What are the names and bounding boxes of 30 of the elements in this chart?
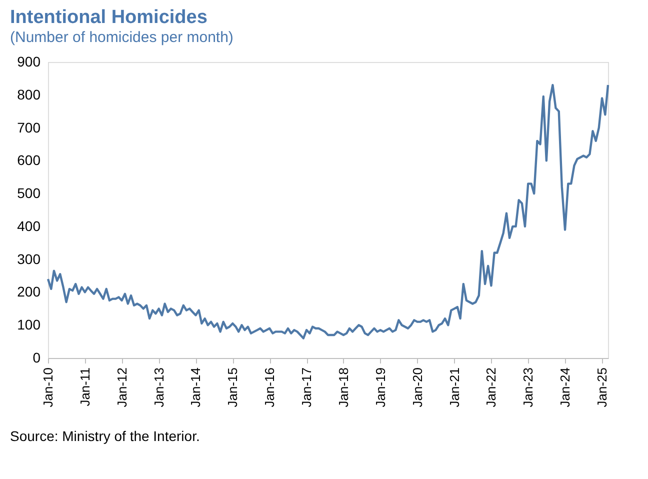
source-note: Source: Ministry of the Interior. (10, 428, 200, 444)
y-tick-label: 800 (17, 86, 41, 102)
y-tick-label: 0 (32, 350, 41, 366)
x-tick-label: Jan-21 (446, 368, 462, 408)
x-tick-label: Jan-15 (225, 368, 240, 408)
x-tick-label: Jan-24 (558, 368, 573, 408)
x-tick-label: Jan-18 (336, 368, 351, 408)
x-tick-label: Jan-19 (372, 368, 388, 408)
x-tick-label: Jan-16 (262, 368, 278, 408)
x-tick-label: Jan-22 (484, 368, 499, 408)
y-tick-label: 500 (17, 185, 41, 202)
y-tick-label: 600 (17, 152, 41, 168)
x-tick-label: Jan-17 (299, 368, 314, 408)
x-tick-label: Jan-11 (77, 368, 92, 406)
y-tick-label: 300 (17, 250, 41, 267)
x-tick-label: Jan-23 (520, 368, 536, 408)
y-tick-label: 100 (17, 316, 41, 333)
x-tick-label: Jan-10 (40, 368, 56, 408)
x-tick-label: Jan-25 (594, 368, 610, 408)
chart-subtitle: (Number of homicides per month) (10, 29, 234, 46)
x-tick-label: Jan-12 (114, 368, 130, 408)
y-tick-label: 200 (17, 284, 41, 300)
x-tick-label: Jan-14 (188, 368, 204, 408)
x-tick-label: Jan-13 (151, 368, 166, 408)
line-series (46, 84, 610, 340)
y-tick-label: 900 (17, 54, 41, 70)
y-tick-label: 400 (17, 218, 41, 234)
x-tick-label: Jan-20 (410, 368, 425, 408)
y-tick-label: 700 (17, 119, 41, 136)
chart-title: Intentional Homicides (10, 7, 208, 28)
